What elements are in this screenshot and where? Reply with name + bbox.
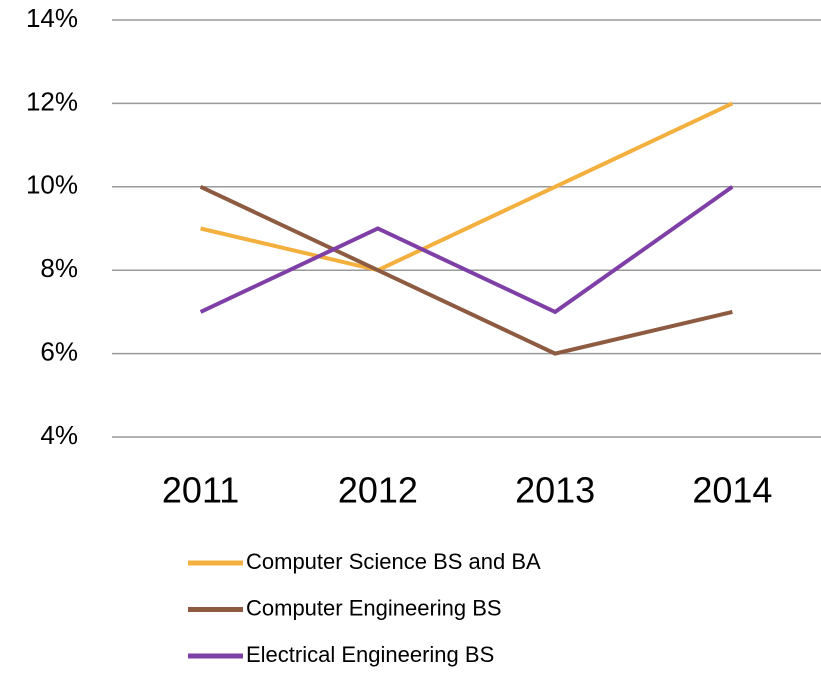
y-tick-label: 12% <box>26 86 78 116</box>
y-tick-label: 6% <box>40 336 78 366</box>
series-line <box>199 185 734 315</box>
legend-label: Computer Science BS and BA <box>246 549 541 574</box>
y-tick-label: 14% <box>26 3 78 33</box>
x-tick-label: 2014 <box>692 470 772 511</box>
legend-label: Computer Engineering BS <box>246 595 502 620</box>
legend-label: Electrical Engineering BS <box>246 642 494 667</box>
x-tick-label: 2012 <box>338 470 418 511</box>
y-tick-label: 4% <box>40 420 78 450</box>
series-line <box>199 184 733 356</box>
series-line <box>200 101 734 273</box>
y-tick-label: 8% <box>40 253 78 283</box>
y-tick-label: 10% <box>26 170 78 200</box>
x-tick-label: 2013 <box>515 470 595 511</box>
x-tick-label: 2011 <box>162 470 239 511</box>
